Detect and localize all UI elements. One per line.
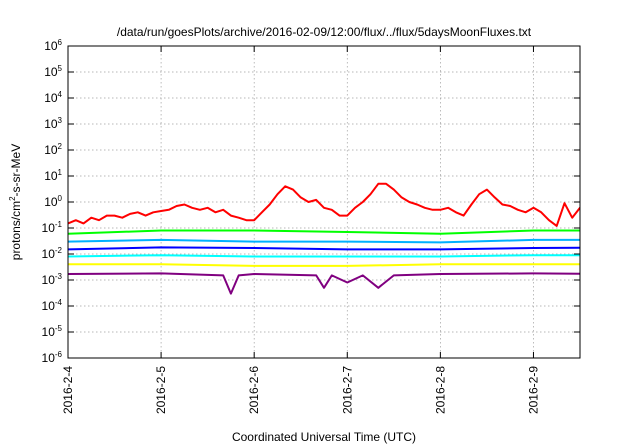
- series-line: [68, 263, 580, 267]
- y-tick-label: 105: [44, 64, 62, 79]
- series-line: [68, 272, 580, 295]
- series-layer: [68, 182, 580, 295]
- x-tick-label: 2016-2-4: [61, 366, 75, 414]
- y-tick-label: 10-5: [42, 324, 63, 339]
- x-tick-label: 2016-2-6: [247, 366, 261, 414]
- x-axis-label: Coordinated Universal Time (UTC): [232, 430, 416, 444]
- y-tick-label: 100: [44, 194, 62, 209]
- x-tick-label: 2016-2-7: [340, 366, 354, 414]
- y-tick-label: 101: [44, 168, 62, 183]
- y-axis-label-sup: 2: [8, 196, 17, 201]
- y-tick-label: 10-1: [42, 220, 63, 235]
- y-tick-label: 102: [44, 142, 62, 157]
- x-tick-label: 2016-2-5: [154, 366, 168, 414]
- series-line: [68, 238, 580, 244]
- y-tick-label: 10-6: [42, 350, 63, 365]
- chart-title: /data/run/goesPlots/archive/2016-02-09/1…: [117, 25, 532, 39]
- series-line: [68, 246, 580, 251]
- y-tick-labels: 10-6 10-5 10-4 10-3 10-2 10-1 100 101 102 103 104 1…: [42, 38, 63, 365]
- y-tick-label: 10-2: [42, 246, 63, 261]
- grid: [68, 46, 580, 358]
- x-tick-labels: 2016-2-4 2016-2-5 2016-2-6 2016-2-7 2016-2-8…: [61, 366, 540, 414]
- axis-ticks: [67, 45, 580, 359]
- series-line: [68, 182, 580, 227]
- series-line: [68, 229, 580, 235]
- y-axis-label-rest: -s-sr-MeV: [9, 144, 23, 197]
- y-tick-label: 103: [44, 116, 62, 131]
- y-tick-label: 104: [44, 90, 62, 105]
- y-axis-label-base: protons/cm: [9, 201, 23, 260]
- x-tick-label: 2016-2-8: [433, 366, 447, 414]
- series-line: [68, 254, 580, 258]
- y-tick-label: 10-3: [42, 272, 63, 287]
- x-tick-label: 2016-2-9: [526, 366, 540, 414]
- y-tick-label: 10-4: [42, 298, 63, 313]
- y-axis-label: protons/cm2-s-sr-MeV: [8, 144, 23, 260]
- y-tick-label: 106: [44, 38, 62, 53]
